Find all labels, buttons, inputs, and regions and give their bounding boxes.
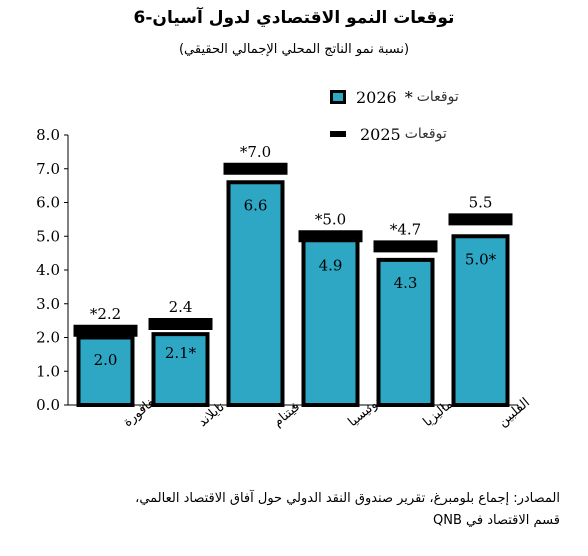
legend-item-2026: 2026 * توقعات	[330, 87, 459, 107]
marker-value-label: 5.5	[469, 193, 493, 211]
bar-value-label: 2.0	[94, 351, 118, 369]
bar-2026	[451, 234, 510, 407]
y-tick-label: 6.0	[36, 194, 60, 212]
bar-value-label: 4.9	[319, 256, 343, 274]
marker-value-label: 2.4	[169, 298, 193, 316]
legend-star: *	[404, 87, 413, 107]
source-note: المصادر: إجماع بلومبرغ، تقرير صندوق النق…	[20, 488, 560, 532]
marker-value-label: *7.0	[240, 143, 271, 161]
y-tick-label: 4.0	[36, 261, 60, 279]
legend-year-2026: 2026	[356, 87, 397, 107]
marker-value-label: *4.7	[390, 220, 421, 238]
bar-value-label: 5.0*	[465, 250, 497, 268]
marker-value-label: *5.0	[315, 210, 346, 228]
y-tick-label: 3.0	[36, 295, 60, 313]
y-tick-label: 5.0	[36, 227, 60, 245]
bar-2026	[301, 237, 360, 407]
y-tick-label: 0.0	[36, 396, 60, 414]
legend-bar-swatch	[330, 90, 346, 104]
y-tick-label: 7.0	[36, 160, 60, 178]
chart-title: توقعات النمو الاقتصادي لدول آسيان-6	[133, 8, 455, 28]
chart-subtitle: (نسبة نمو الناتج المحلي الإجمالي الحقيقي…	[178, 42, 410, 57]
legend-item-2025: 2025 توقعات	[330, 124, 447, 144]
legend-dash-swatch	[330, 131, 346, 137]
source-line-2: قسم الاقتصاد في QNB	[433, 513, 560, 528]
marker-value-label: *2.2	[90, 305, 121, 323]
marker-2025	[448, 213, 513, 226]
marker-2025	[73, 324, 138, 337]
bar-value-label: 6.6	[244, 196, 268, 214]
marker-2025	[223, 162, 288, 175]
legend-year-2025: 2025	[360, 124, 401, 144]
legend-label-2025: توقعات	[404, 126, 447, 142]
marker-2025	[148, 318, 213, 330]
marker-2025	[298, 230, 363, 243]
bar-2026	[376, 257, 435, 407]
source-line-1: المصادر: إجماع بلومبرغ، تقرير صندوق النق…	[135, 491, 560, 506]
marker-2025	[373, 240, 438, 253]
legend-label-2026: توقعات	[416, 89, 459, 105]
y-tick-label: 8.0	[36, 126, 60, 144]
bar-value-label: 2.1*	[165, 344, 197, 362]
bar-2026	[151, 332, 210, 407]
bar-2026	[76, 335, 135, 407]
y-tick-label: 2.0	[36, 329, 60, 347]
y-tick-label: 1.0	[36, 362, 60, 380]
bar-2026	[226, 180, 285, 407]
bar-value-label: 4.3	[394, 274, 418, 292]
